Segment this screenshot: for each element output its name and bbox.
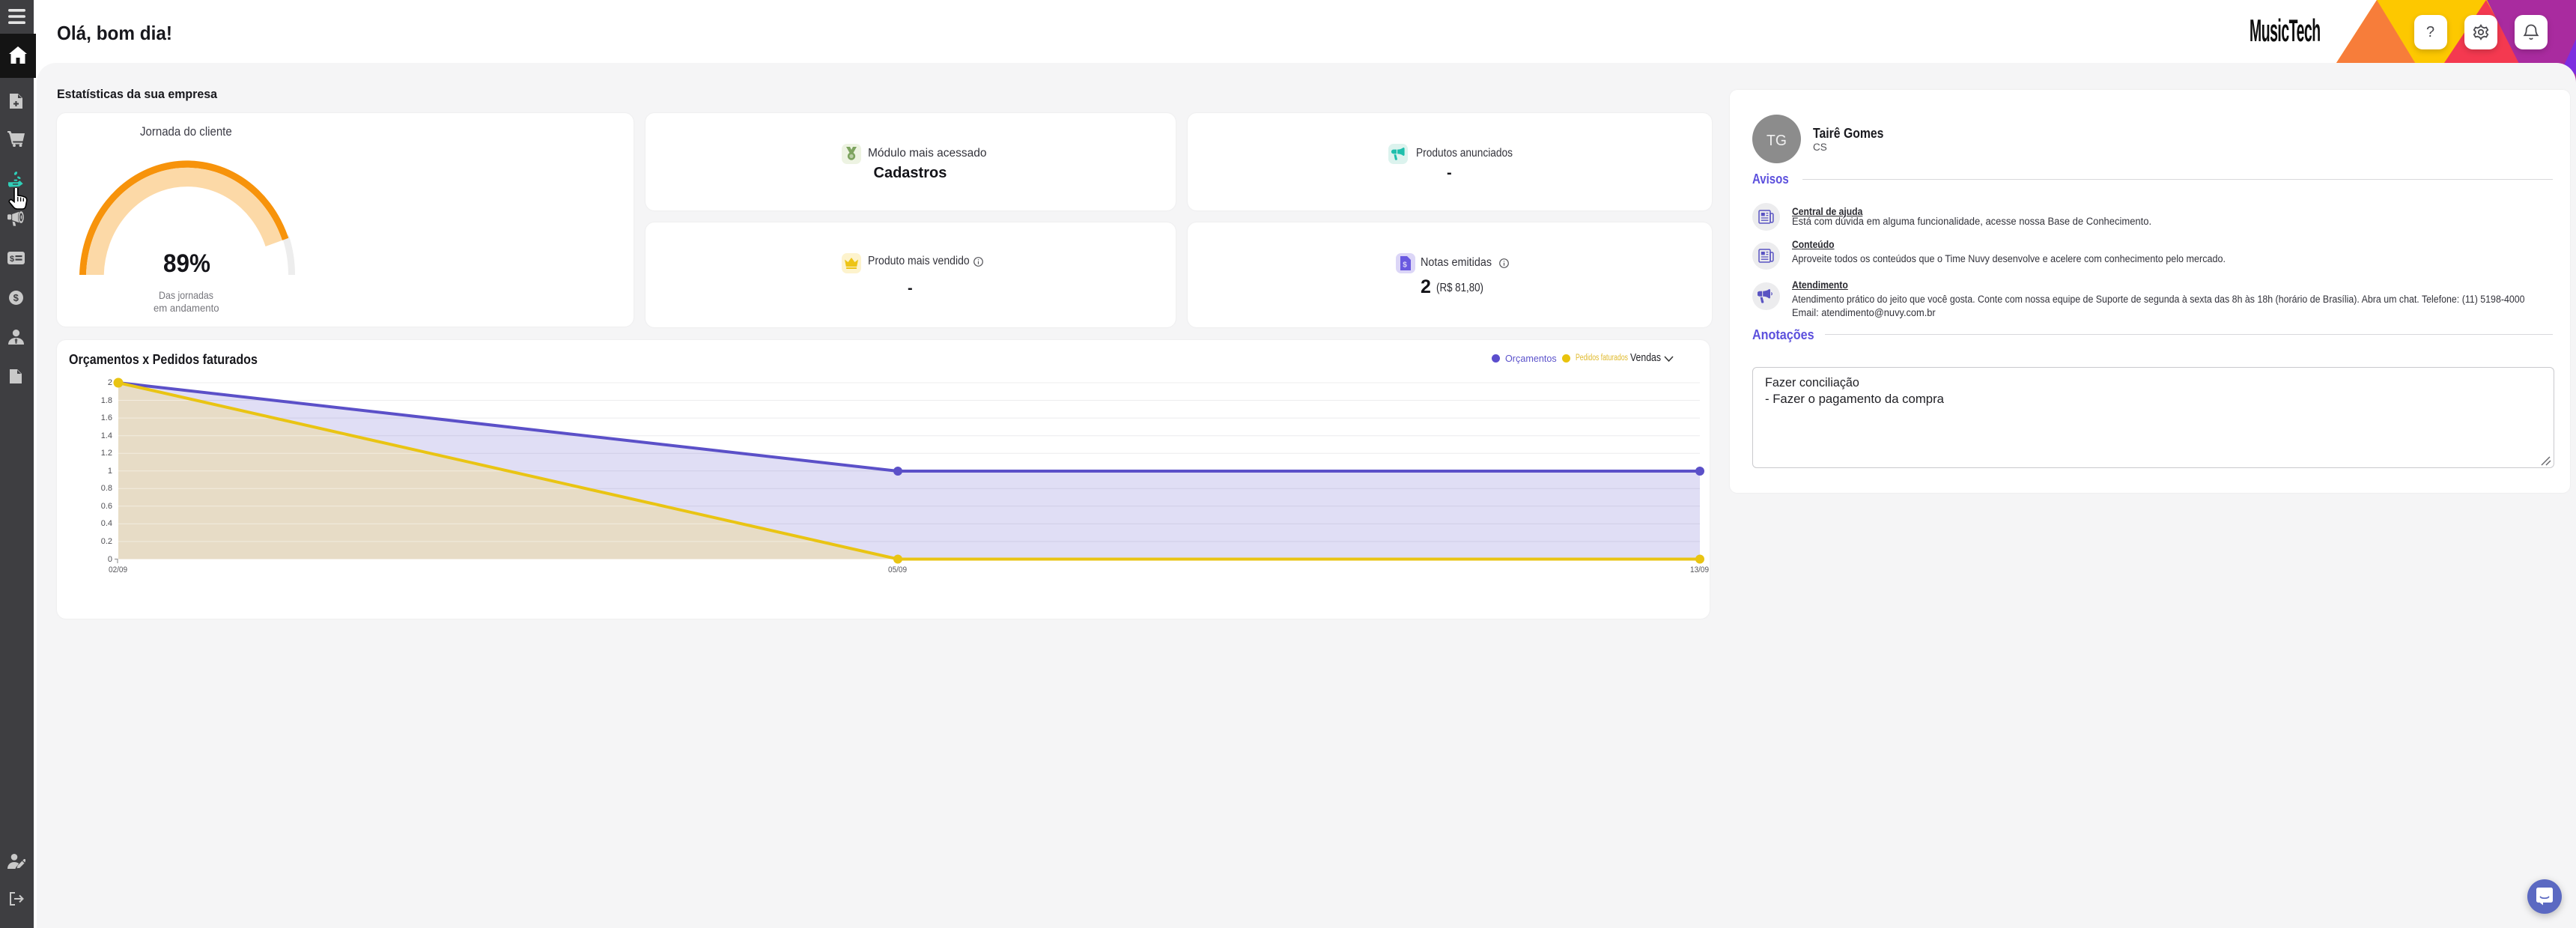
svg-text:$: $ [13,292,19,303]
svg-text:$: $ [10,255,14,264]
svg-text:$: $ [1403,261,1407,270]
